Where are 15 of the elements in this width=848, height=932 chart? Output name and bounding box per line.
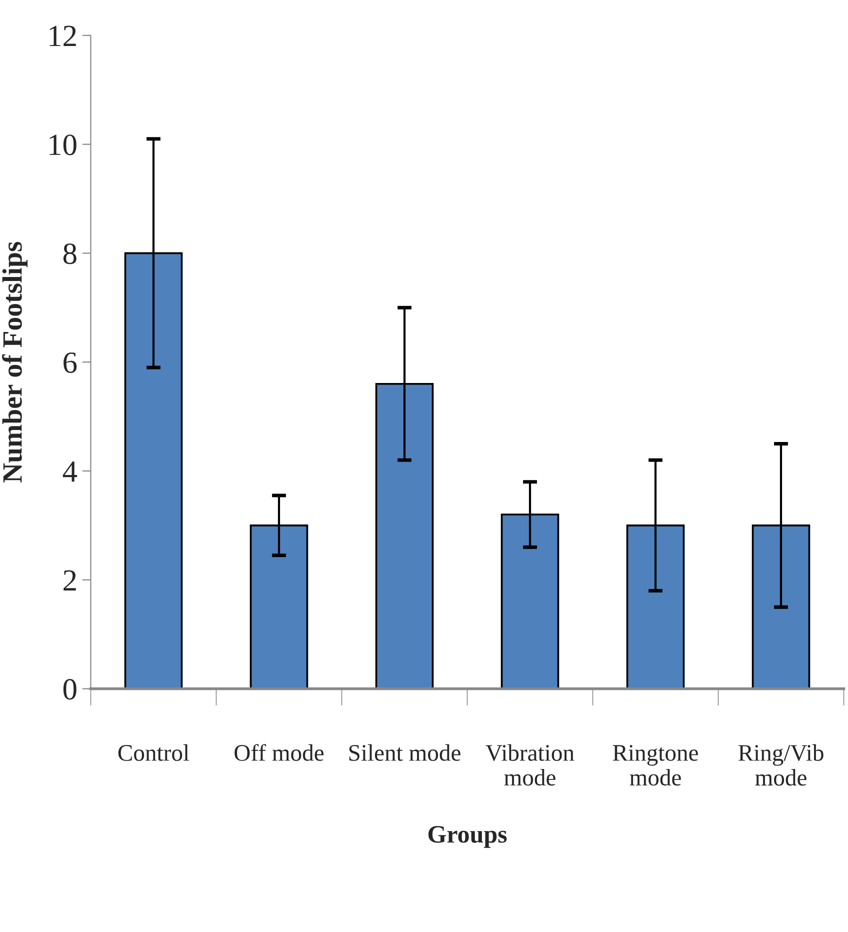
y-tick-label: 2 [64,570,76,590]
y-tick-label: 6 [64,352,77,373]
x-tick-label: Control [118,744,190,761]
x-tick-label: Ring/Vib mode [738,744,824,786]
y-tick-label: 4 [62,461,78,482]
x-tick-label: Off mode [234,744,324,761]
y-tick-label: 8 [63,243,76,264]
y-tick-label: 12 [50,26,76,46]
x-tick-label: Ringtone mode [612,744,698,786]
x-axis-title: Groups [428,826,507,848]
x-tick-label: Silent mode [349,744,460,761]
y-tick-label: 0 [63,679,76,700]
y-tick-label: 10 [50,134,76,156]
x-tick-label: Vibration mode [486,744,574,786]
y-axis-title: Number of Footslips [2,242,28,482]
